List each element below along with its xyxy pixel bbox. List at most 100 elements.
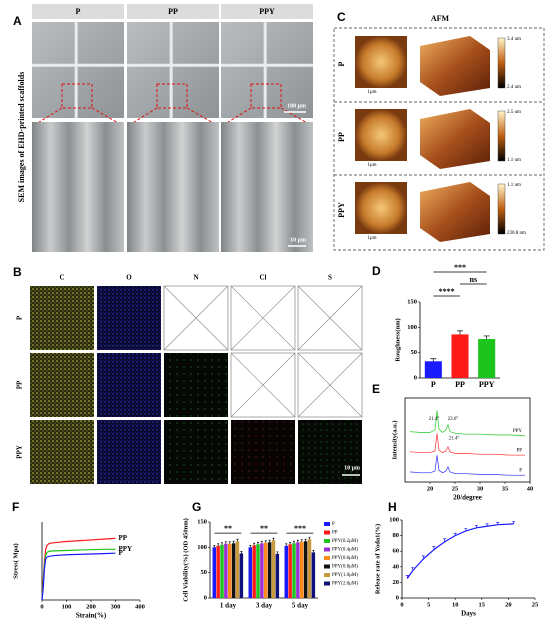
sem-image-bottom	[127, 122, 219, 252]
y-tick-label: 100	[389, 516, 399, 523]
row-label: PP	[16, 380, 24, 389]
colorbar-max: 1.1 um	[507, 183, 521, 188]
x-tick-label: PPY	[479, 380, 495, 389]
legend-label: PPY(0.4μM)	[332, 548, 358, 553]
error-bar	[224, 541, 227, 544]
x-tick-label: P	[431, 380, 436, 389]
row-label: P	[337, 61, 346, 66]
error-bar	[453, 532, 457, 536]
zoom-box	[250, 83, 282, 109]
y-tick-label: 60	[393, 548, 400, 555]
legend-swatch	[324, 547, 330, 552]
legend-swatch	[324, 573, 330, 577]
cross	[163, 285, 229, 351]
error-bar	[268, 539, 271, 543]
row-label: PP	[337, 132, 346, 142]
series-label: P	[519, 468, 522, 473]
error-bar	[308, 536, 311, 540]
bar	[296, 542, 300, 598]
colorbar	[497, 110, 506, 162]
y-tick-label: 50	[411, 349, 418, 356]
error-bar	[312, 550, 315, 553]
element-header: S	[328, 274, 332, 282]
row-label: PPY	[16, 445, 24, 459]
sig-label: ***	[294, 524, 306, 533]
peak-label: 21.4°	[429, 417, 440, 422]
y-tick-label: 100	[407, 324, 417, 331]
x-tick-label: PP	[455, 380, 465, 389]
scale-label: 1μm	[367, 236, 376, 241]
cross	[297, 352, 363, 418]
sem-image-bottom	[32, 122, 124, 252]
element-map	[164, 420, 228, 484]
bar	[231, 543, 236, 598]
bar	[216, 545, 220, 598]
legend-label: PPY(0.6μM)	[332, 556, 358, 561]
legend-swatch	[324, 530, 330, 535]
element-header: Cl	[260, 274, 267, 282]
legend-swatch	[324, 581, 330, 586]
line	[409, 433, 525, 456]
error-bar	[296, 539, 299, 543]
bar	[300, 541, 304, 598]
bar	[271, 540, 276, 598]
x-tick-label: 400	[135, 603, 145, 610]
scale-label: 1μm	[367, 163, 376, 168]
error-bar	[300, 539, 303, 542]
line	[41, 537, 116, 601]
axis	[401, 520, 535, 599]
legend-label: PPY(0.8μM)	[332, 565, 358, 570]
afm-3d	[420, 36, 490, 96]
x-tick-label: 25	[532, 601, 539, 608]
colorbar-min: 1.1 um	[507, 158, 521, 163]
bar	[311, 552, 316, 598]
x-tick-label: 30	[477, 485, 484, 492]
sem-image-top	[221, 22, 313, 118]
zoom-box	[156, 83, 188, 109]
error-bar	[483, 335, 490, 339]
y-tick-label: 50	[201, 569, 208, 576]
bar	[224, 543, 228, 598]
error-bar	[221, 542, 224, 545]
series-label: PPY	[119, 545, 133, 553]
row-label: P	[16, 315, 24, 320]
x-tick-label: 10	[452, 601, 459, 608]
sem-image-top	[127, 22, 219, 118]
error-bar	[260, 540, 263, 544]
line	[41, 548, 116, 601]
x-tick-label: 5	[427, 601, 431, 608]
cross	[230, 285, 296, 351]
legend-label: PPY(1.0μM)	[332, 573, 358, 578]
x-axis-label: Days	[461, 610, 476, 618]
y-tick-label: 0	[204, 594, 207, 601]
y-tick-label: 0	[414, 374, 417, 381]
line	[409, 455, 525, 476]
element-map	[164, 353, 228, 417]
bar	[212, 547, 217, 598]
zoom-box	[61, 83, 93, 109]
bar	[292, 543, 296, 598]
error-bar	[228, 541, 231, 544]
error-bar	[232, 540, 235, 544]
element-map	[30, 286, 94, 350]
legend-label: PPY(0.2μM)	[332, 539, 358, 544]
panel-letter: H	[388, 500, 397, 514]
cross	[230, 352, 296, 418]
sig-label: ns	[470, 275, 478, 284]
colorbar-max: 2.5 um	[507, 110, 521, 115]
bar	[288, 544, 292, 598]
colorbar	[497, 37, 506, 89]
side-title: SEM images of EHD-printed scaffolds	[17, 72, 26, 203]
legend-label: P	[332, 522, 335, 527]
element-map	[30, 420, 94, 484]
series-label: PPY	[513, 429, 523, 434]
line	[41, 552, 116, 601]
zoom-line	[186, 107, 216, 125]
column-header-bg	[32, 4, 124, 19]
x-axis-label: 20/degree	[453, 494, 482, 502]
y-axis-label: Stress( Mpa)	[12, 543, 19, 578]
sig-label: ***	[454, 263, 466, 272]
scale-label: 10 μm	[290, 237, 306, 243]
